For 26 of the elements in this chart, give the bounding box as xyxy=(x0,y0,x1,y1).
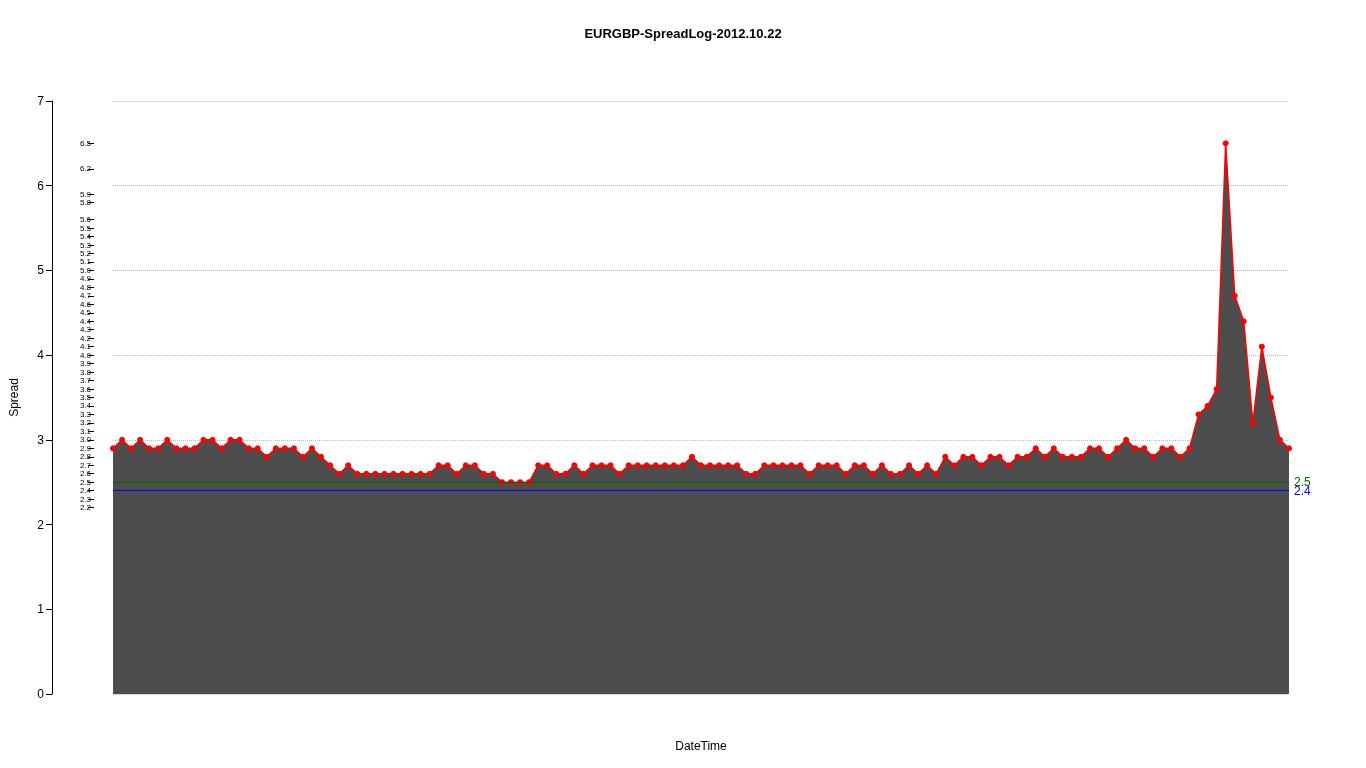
chart-title: EURGBP-SpreadLog-2012.10.22 xyxy=(584,26,782,41)
y-tick-label: 4 xyxy=(37,348,45,363)
y2-tick-label: 4.9 xyxy=(79,274,92,284)
x-axis-title: DateTime xyxy=(675,739,728,753)
y-tick-label: 7 xyxy=(37,94,45,108)
y-tick-label: 1 xyxy=(37,602,45,617)
y2-tick-label: 2.8 xyxy=(79,452,92,462)
y2-tick-label: 2.6 xyxy=(79,469,92,479)
y-tick-label: 0 xyxy=(37,687,45,701)
y2-tick-label: 6.2 xyxy=(79,164,92,174)
y-axis-title: Spread xyxy=(7,378,21,417)
y2-tick-label: 3.0 xyxy=(79,435,92,445)
y-tick-label: 5 xyxy=(37,263,45,278)
y2-tick-label: 5.6 xyxy=(79,215,92,225)
y2-tick-label: 5.5 xyxy=(79,223,92,233)
y2-tick-label: 3.7 xyxy=(79,376,92,386)
y2-tick-label: 2.7 xyxy=(79,460,92,470)
y2-tick-label: 2.5 xyxy=(79,477,92,487)
y2-tick-label: 6.5 xyxy=(79,138,92,148)
y-tick-label: 6 xyxy=(37,178,45,193)
y2-tick-label: 3.5 xyxy=(79,393,92,402)
y2-tick-label: 3.6 xyxy=(79,384,92,394)
y2-tick-label: 3.2 xyxy=(79,418,92,428)
y-tick-label: 3 xyxy=(37,432,45,447)
y-tick-label: 2 xyxy=(37,517,45,532)
y2-tick-label: 4.0 xyxy=(79,350,92,360)
